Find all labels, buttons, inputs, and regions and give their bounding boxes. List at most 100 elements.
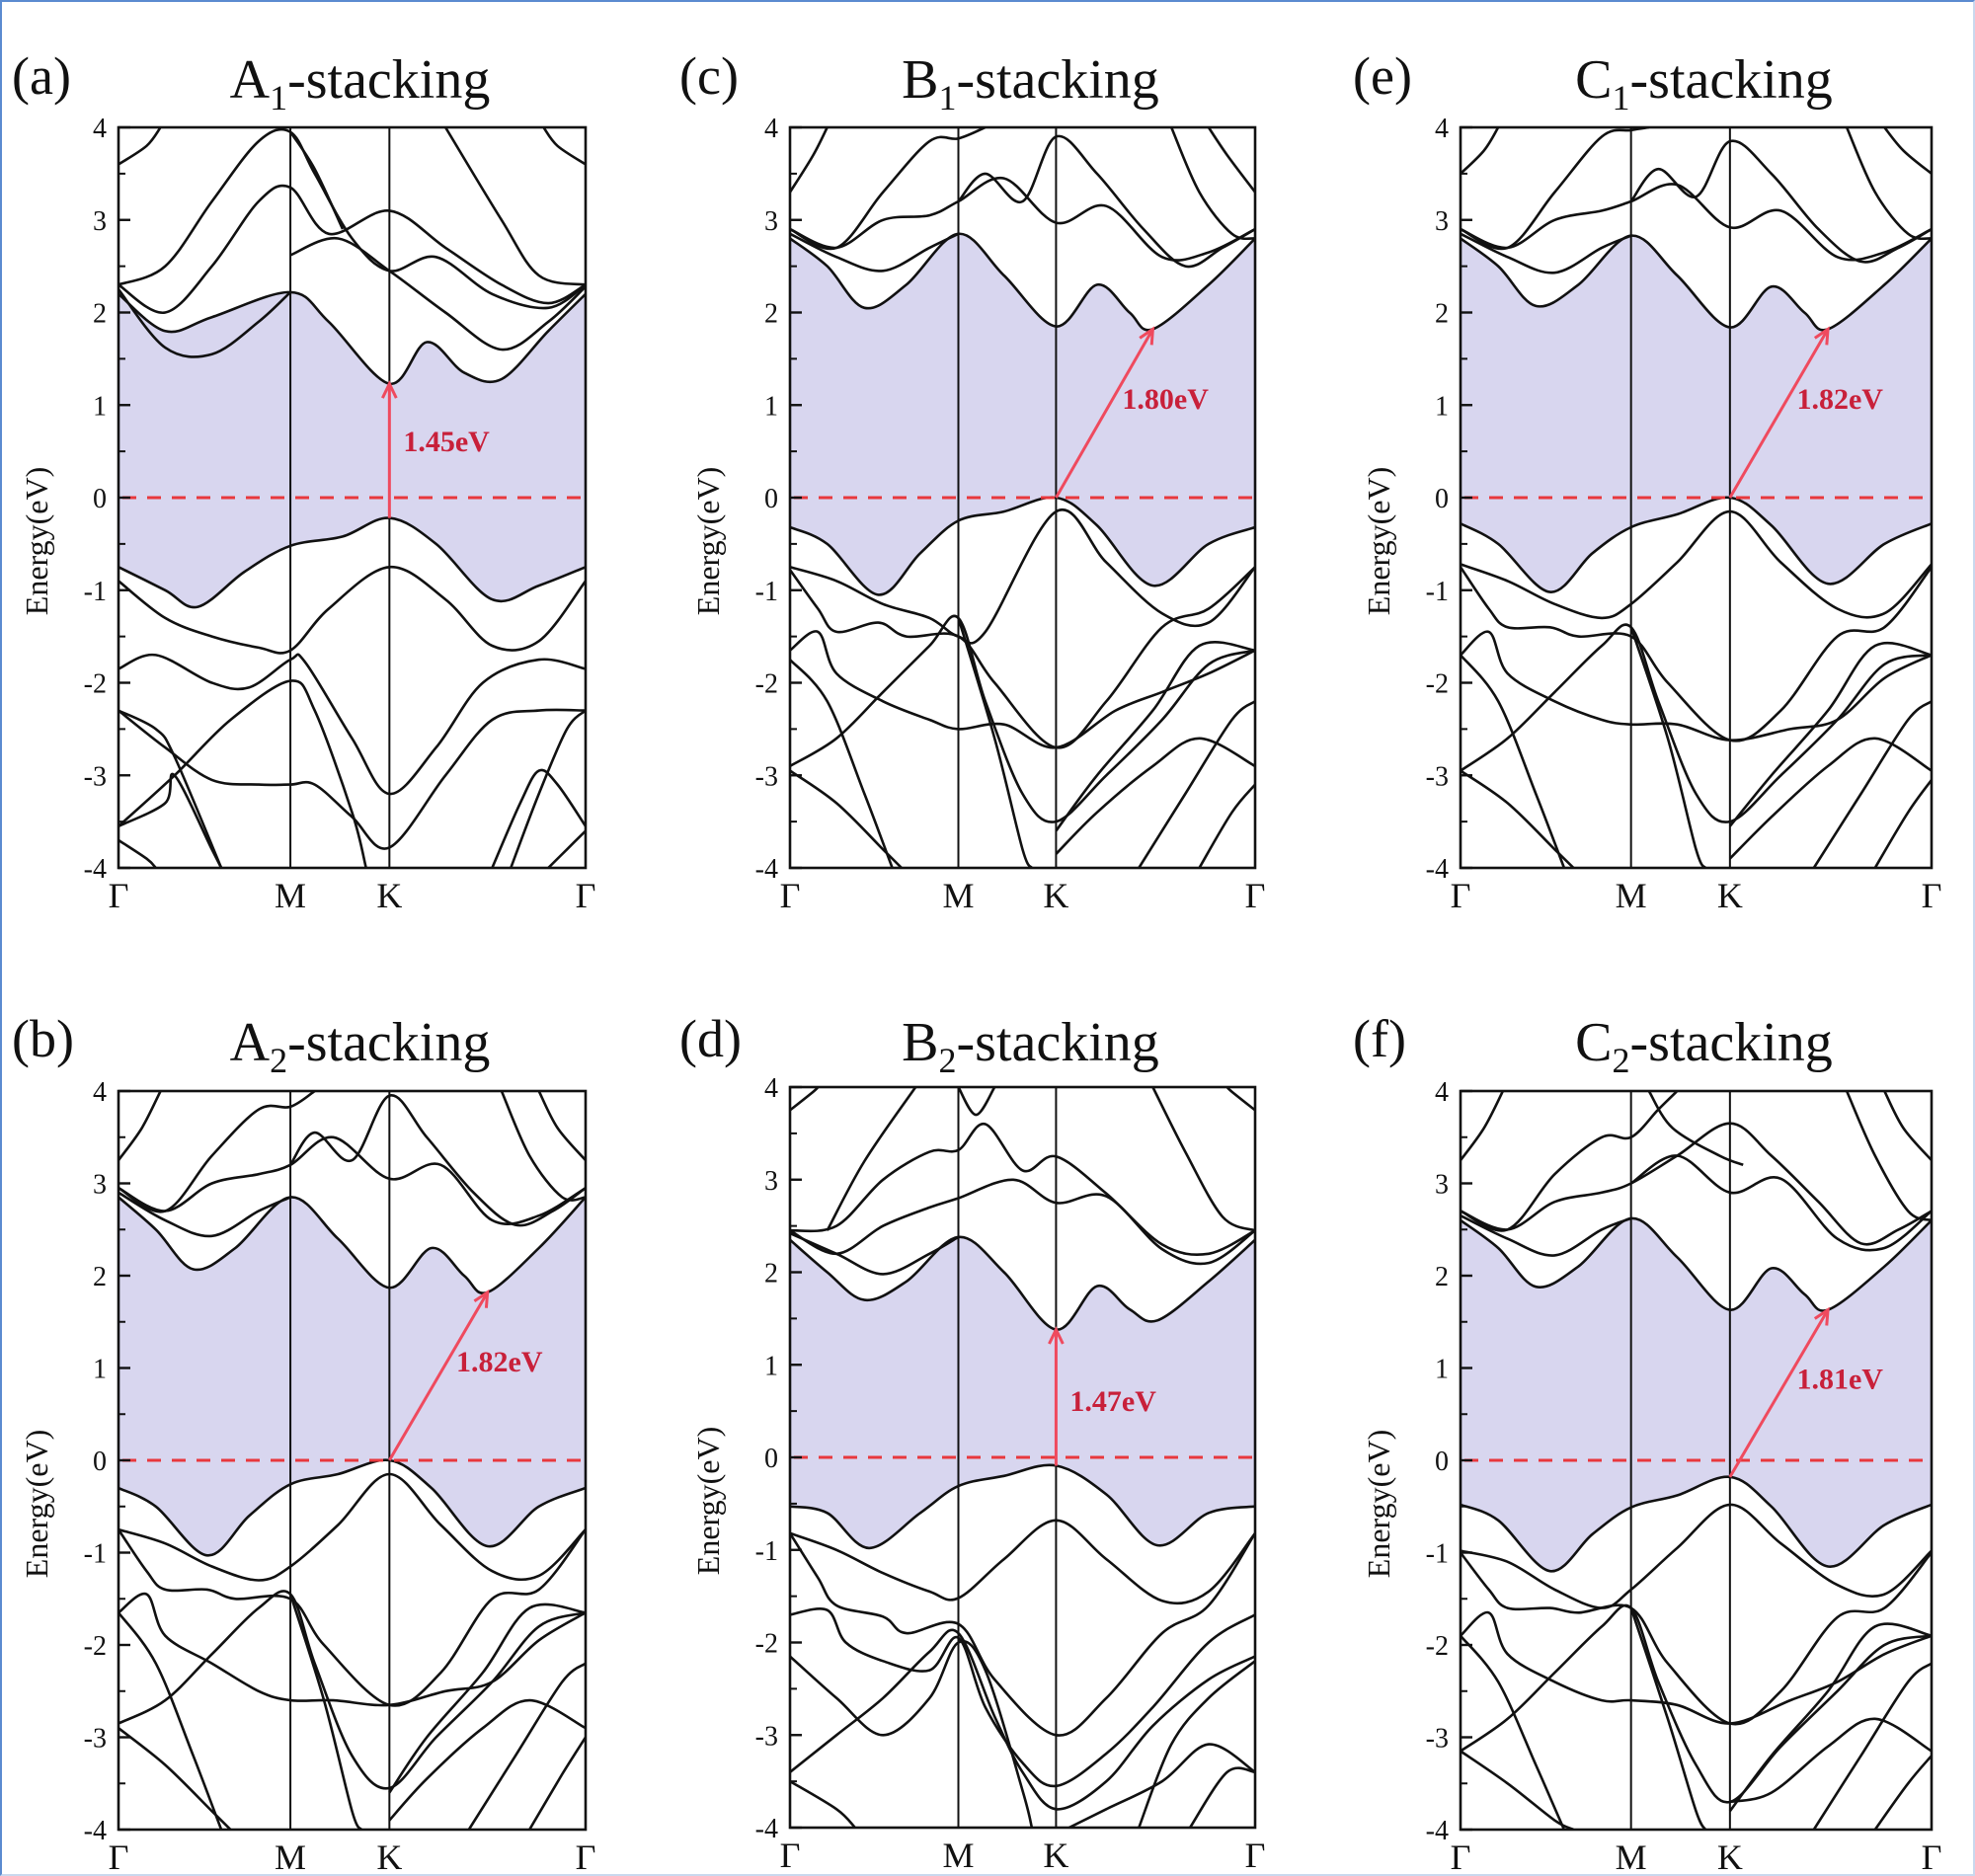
band-line [118, 679, 367, 868]
chart-panel-a: -4 -3 -2 -1 0 1 2 3 4 Γ M K Γ Energy(eV) (a) A1-stackin… [12, 46, 595, 915]
panel-title: B1-stacking [902, 49, 1159, 117]
panel-title: A1-stacking [230, 49, 491, 117]
y-tick-label: -2 [755, 669, 778, 700]
kpoint-label: Γ [1922, 1837, 1942, 1876]
band-gap-arrow [1728, 1308, 1830, 1478]
kpoint-label: M [275, 1837, 306, 1876]
y-tick-label: -1 [84, 1539, 107, 1570]
conduction-band-minimum [1461, 234, 1932, 332]
y-tick-label: -1 [84, 577, 107, 607]
y-tick-label: -3 [84, 761, 107, 792]
band-line [289, 237, 586, 352]
band-line [1629, 626, 1707, 868]
y-tick-label: 1 [1435, 1355, 1449, 1385]
y-tick-label: -4 [84, 854, 107, 885]
band-gap-value: 1.81eV [1796, 1364, 1883, 1396]
band-line [491, 768, 586, 868]
band-line [1055, 641, 1255, 832]
band-line [1629, 1154, 1932, 1252]
y-tick-label: 2 [764, 1259, 778, 1290]
band-line [790, 177, 1255, 262]
band-line [1189, 1766, 1255, 1828]
band-line [1461, 1551, 1932, 1726]
y-tick-label: 3 [93, 206, 107, 237]
y-tick-label: 1 [93, 1355, 107, 1385]
band-line [1461, 1091, 1505, 1161]
band-line [118, 709, 223, 868]
panel-label: (c) [679, 46, 739, 106]
band-line [118, 1135, 586, 1225]
y-axis-label: Energy(eV) [690, 467, 726, 615]
kpoint-label: Γ [576, 876, 596, 915]
y-tick-label: 0 [764, 484, 778, 514]
y-tick-label: -2 [84, 1631, 107, 1662]
band-line [1461, 1214, 1632, 1257]
y-tick-label: 3 [764, 206, 778, 237]
kpoint-label: M [1616, 876, 1647, 915]
y-tick-label: 4 [93, 1077, 107, 1108]
band-line [118, 1592, 586, 1707]
band-line [118, 1472, 586, 1582]
y-tick-label: 1 [764, 1351, 778, 1381]
valence-band-maximum [790, 1463, 1255, 1550]
y-tick-label: 0 [93, 484, 107, 514]
y-tick-label: 0 [1435, 1446, 1449, 1477]
band-line [1647, 1091, 1744, 1167]
band-line [790, 614, 1255, 823]
band-line [1461, 1750, 1575, 1830]
band-line [289, 130, 345, 230]
band-line [1883, 1091, 1932, 1161]
y-tick-label: -1 [755, 1536, 778, 1567]
band-line [1207, 127, 1255, 194]
band-line [528, 1736, 586, 1830]
band-line [957, 134, 1255, 269]
conduction-band-minimum [790, 1235, 1255, 1331]
band-gap-arrow [1728, 328, 1830, 499]
panel-title: C2-stacking [1575, 1012, 1833, 1080]
band-line [790, 1123, 1255, 1257]
band-line [790, 1231, 960, 1276]
y-tick-label: 1 [93, 391, 107, 422]
y-tick-label: -4 [1426, 854, 1449, 885]
band-line [1729, 1717, 1932, 1804]
y-tick-label: -2 [1426, 1631, 1449, 1662]
band-line [547, 829, 586, 868]
bands [118, 127, 586, 868]
kpoint-label: Γ [109, 876, 129, 915]
arrowhead-icon [1813, 1306, 1830, 1326]
band-line [1461, 630, 1932, 742]
band-line [118, 838, 157, 868]
panel-label: (b) [12, 1009, 74, 1068]
band-line [790, 630, 1255, 749]
band-line [118, 708, 586, 850]
band-line [118, 772, 223, 868]
band-line [790, 232, 960, 273]
y-axis-label: Energy(eV) [1361, 1430, 1396, 1578]
band-line [790, 659, 894, 868]
y-tick-label: 2 [93, 299, 107, 330]
band-line [1461, 183, 1932, 262]
y-tick-label: 4 [764, 114, 778, 144]
band-line [118, 184, 586, 314]
band-gap-shading [790, 233, 1255, 595]
chart-panel-e: -4 -3 -2 -1 0 1 2 3 4 Γ M K Γ Energy(eV) (e) C1-stackin… [1353, 46, 1941, 915]
band-line [118, 127, 586, 310]
valence-band-maximum [1461, 496, 1932, 593]
band-line [1728, 1622, 1932, 1813]
band-line [1461, 769, 1575, 868]
band-gap-value: 1.45eV [403, 426, 490, 458]
band-line [1461, 232, 1632, 274]
band-line [1170, 127, 1255, 241]
band-line [1461, 1610, 1932, 1725]
chart-panel-c: -4 -3 -2 -1 0 1 2 3 4 Γ M K Γ Energy(eV) (c) B1-stackin… [679, 46, 1265, 915]
band-line [118, 1611, 223, 1830]
band-line [443, 127, 586, 286]
band-line [790, 1640, 1034, 1828]
band-line [537, 1091, 586, 1161]
kpoint-label: Γ [780, 876, 801, 915]
y-tick-label: -4 [755, 854, 778, 885]
bands [790, 1087, 1255, 1828]
y-tick-label: 0 [93, 1446, 107, 1477]
